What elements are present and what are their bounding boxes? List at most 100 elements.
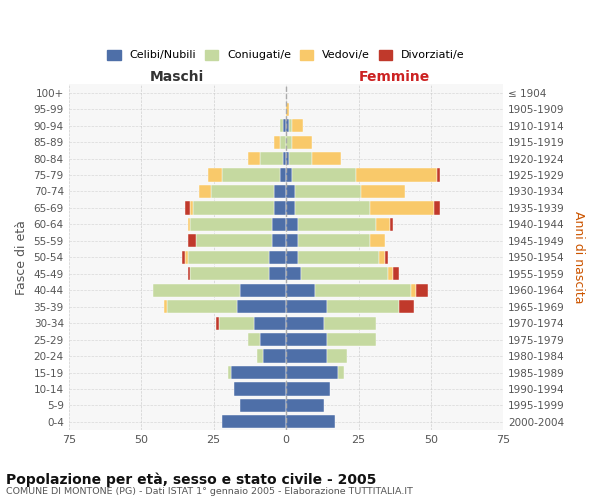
Bar — [196, 234, 272, 248]
Bar — [394, 267, 399, 280]
Bar — [298, 250, 379, 264]
Bar — [292, 136, 312, 148]
Bar — [208, 168, 222, 181]
Bar — [260, 333, 286, 346]
Bar — [399, 300, 413, 314]
Bar — [269, 267, 286, 280]
Bar — [182, 250, 185, 264]
Text: Popolazione per età, sesso e stato civile - 2005: Popolazione per età, sesso e stato civil… — [6, 472, 376, 487]
Bar — [295, 185, 361, 198]
Legend: Celibi/Nubili, Coniugati/e, Vedovi/e, Divorziati/e: Celibi/Nubili, Coniugati/e, Vedovi/e, Di… — [103, 45, 469, 65]
Bar — [324, 316, 376, 330]
Bar — [286, 366, 338, 379]
Text: Femmine: Femmine — [359, 70, 430, 84]
Text: COMUNE DI MONTONE (PG) - Dati ISTAT 1° gennaio 2005 - Elaborazione TUTTITALIA.IT: COMUNE DI MONTONE (PG) - Dati ISTAT 1° g… — [6, 488, 413, 496]
Bar — [257, 350, 263, 362]
Bar — [286, 234, 298, 248]
Bar — [361, 185, 405, 198]
Bar — [167, 300, 237, 314]
Bar — [416, 284, 428, 297]
Bar — [292, 168, 356, 181]
Bar — [286, 382, 329, 396]
Bar — [185, 202, 190, 214]
Bar — [286, 152, 289, 165]
Bar — [274, 202, 286, 214]
Bar — [286, 333, 326, 346]
Bar — [385, 250, 388, 264]
Bar — [272, 234, 286, 248]
Bar — [434, 202, 440, 214]
Bar — [286, 102, 289, 116]
Bar — [188, 267, 190, 280]
Bar — [326, 350, 347, 362]
Bar — [286, 416, 335, 428]
Bar — [190, 202, 193, 214]
Bar — [228, 366, 231, 379]
Bar — [188, 234, 196, 248]
Bar — [199, 185, 211, 198]
Bar — [188, 218, 190, 231]
Bar — [295, 202, 370, 214]
Bar — [289, 152, 312, 165]
Bar — [211, 185, 274, 198]
Bar — [237, 300, 286, 314]
Bar — [326, 333, 376, 346]
Bar — [286, 202, 295, 214]
Bar — [283, 119, 286, 132]
Bar — [222, 416, 286, 428]
Bar — [274, 185, 286, 198]
Bar — [220, 316, 254, 330]
Bar — [376, 218, 391, 231]
Bar — [239, 284, 286, 297]
Y-axis label: Anni di nascita: Anni di nascita — [572, 211, 585, 304]
Bar — [185, 250, 188, 264]
Bar — [286, 136, 292, 148]
Bar — [286, 267, 301, 280]
Bar — [193, 202, 274, 214]
Bar — [370, 202, 434, 214]
Bar — [379, 250, 385, 264]
Bar — [286, 119, 289, 132]
Bar — [231, 366, 286, 379]
Bar — [370, 234, 385, 248]
Bar — [326, 300, 399, 314]
Bar — [286, 250, 298, 264]
Bar — [222, 168, 280, 181]
Bar — [286, 316, 324, 330]
Bar — [254, 316, 286, 330]
Bar — [234, 382, 286, 396]
Bar — [388, 267, 394, 280]
Bar — [286, 284, 315, 297]
Bar — [280, 168, 286, 181]
Bar — [312, 152, 341, 165]
Bar — [286, 218, 298, 231]
Bar — [286, 399, 324, 412]
Bar — [286, 185, 295, 198]
Bar — [289, 119, 292, 132]
Y-axis label: Fasce di età: Fasce di età — [15, 220, 28, 295]
Bar — [315, 284, 410, 297]
Bar — [286, 350, 326, 362]
Bar — [286, 168, 292, 181]
Bar — [248, 333, 260, 346]
Bar — [164, 300, 167, 314]
Bar — [292, 119, 304, 132]
Bar — [239, 399, 286, 412]
Bar — [391, 218, 394, 231]
Text: Maschi: Maschi — [150, 70, 205, 84]
Bar — [263, 350, 286, 362]
Bar — [356, 168, 437, 181]
Bar — [190, 218, 272, 231]
Bar — [283, 152, 286, 165]
Bar — [190, 267, 269, 280]
Bar — [410, 284, 416, 297]
Bar — [260, 152, 283, 165]
Bar — [301, 267, 388, 280]
Bar — [269, 250, 286, 264]
Bar — [298, 234, 370, 248]
Bar — [338, 366, 344, 379]
Bar — [437, 168, 440, 181]
Bar — [248, 152, 260, 165]
Bar — [298, 218, 376, 231]
Bar — [217, 316, 220, 330]
